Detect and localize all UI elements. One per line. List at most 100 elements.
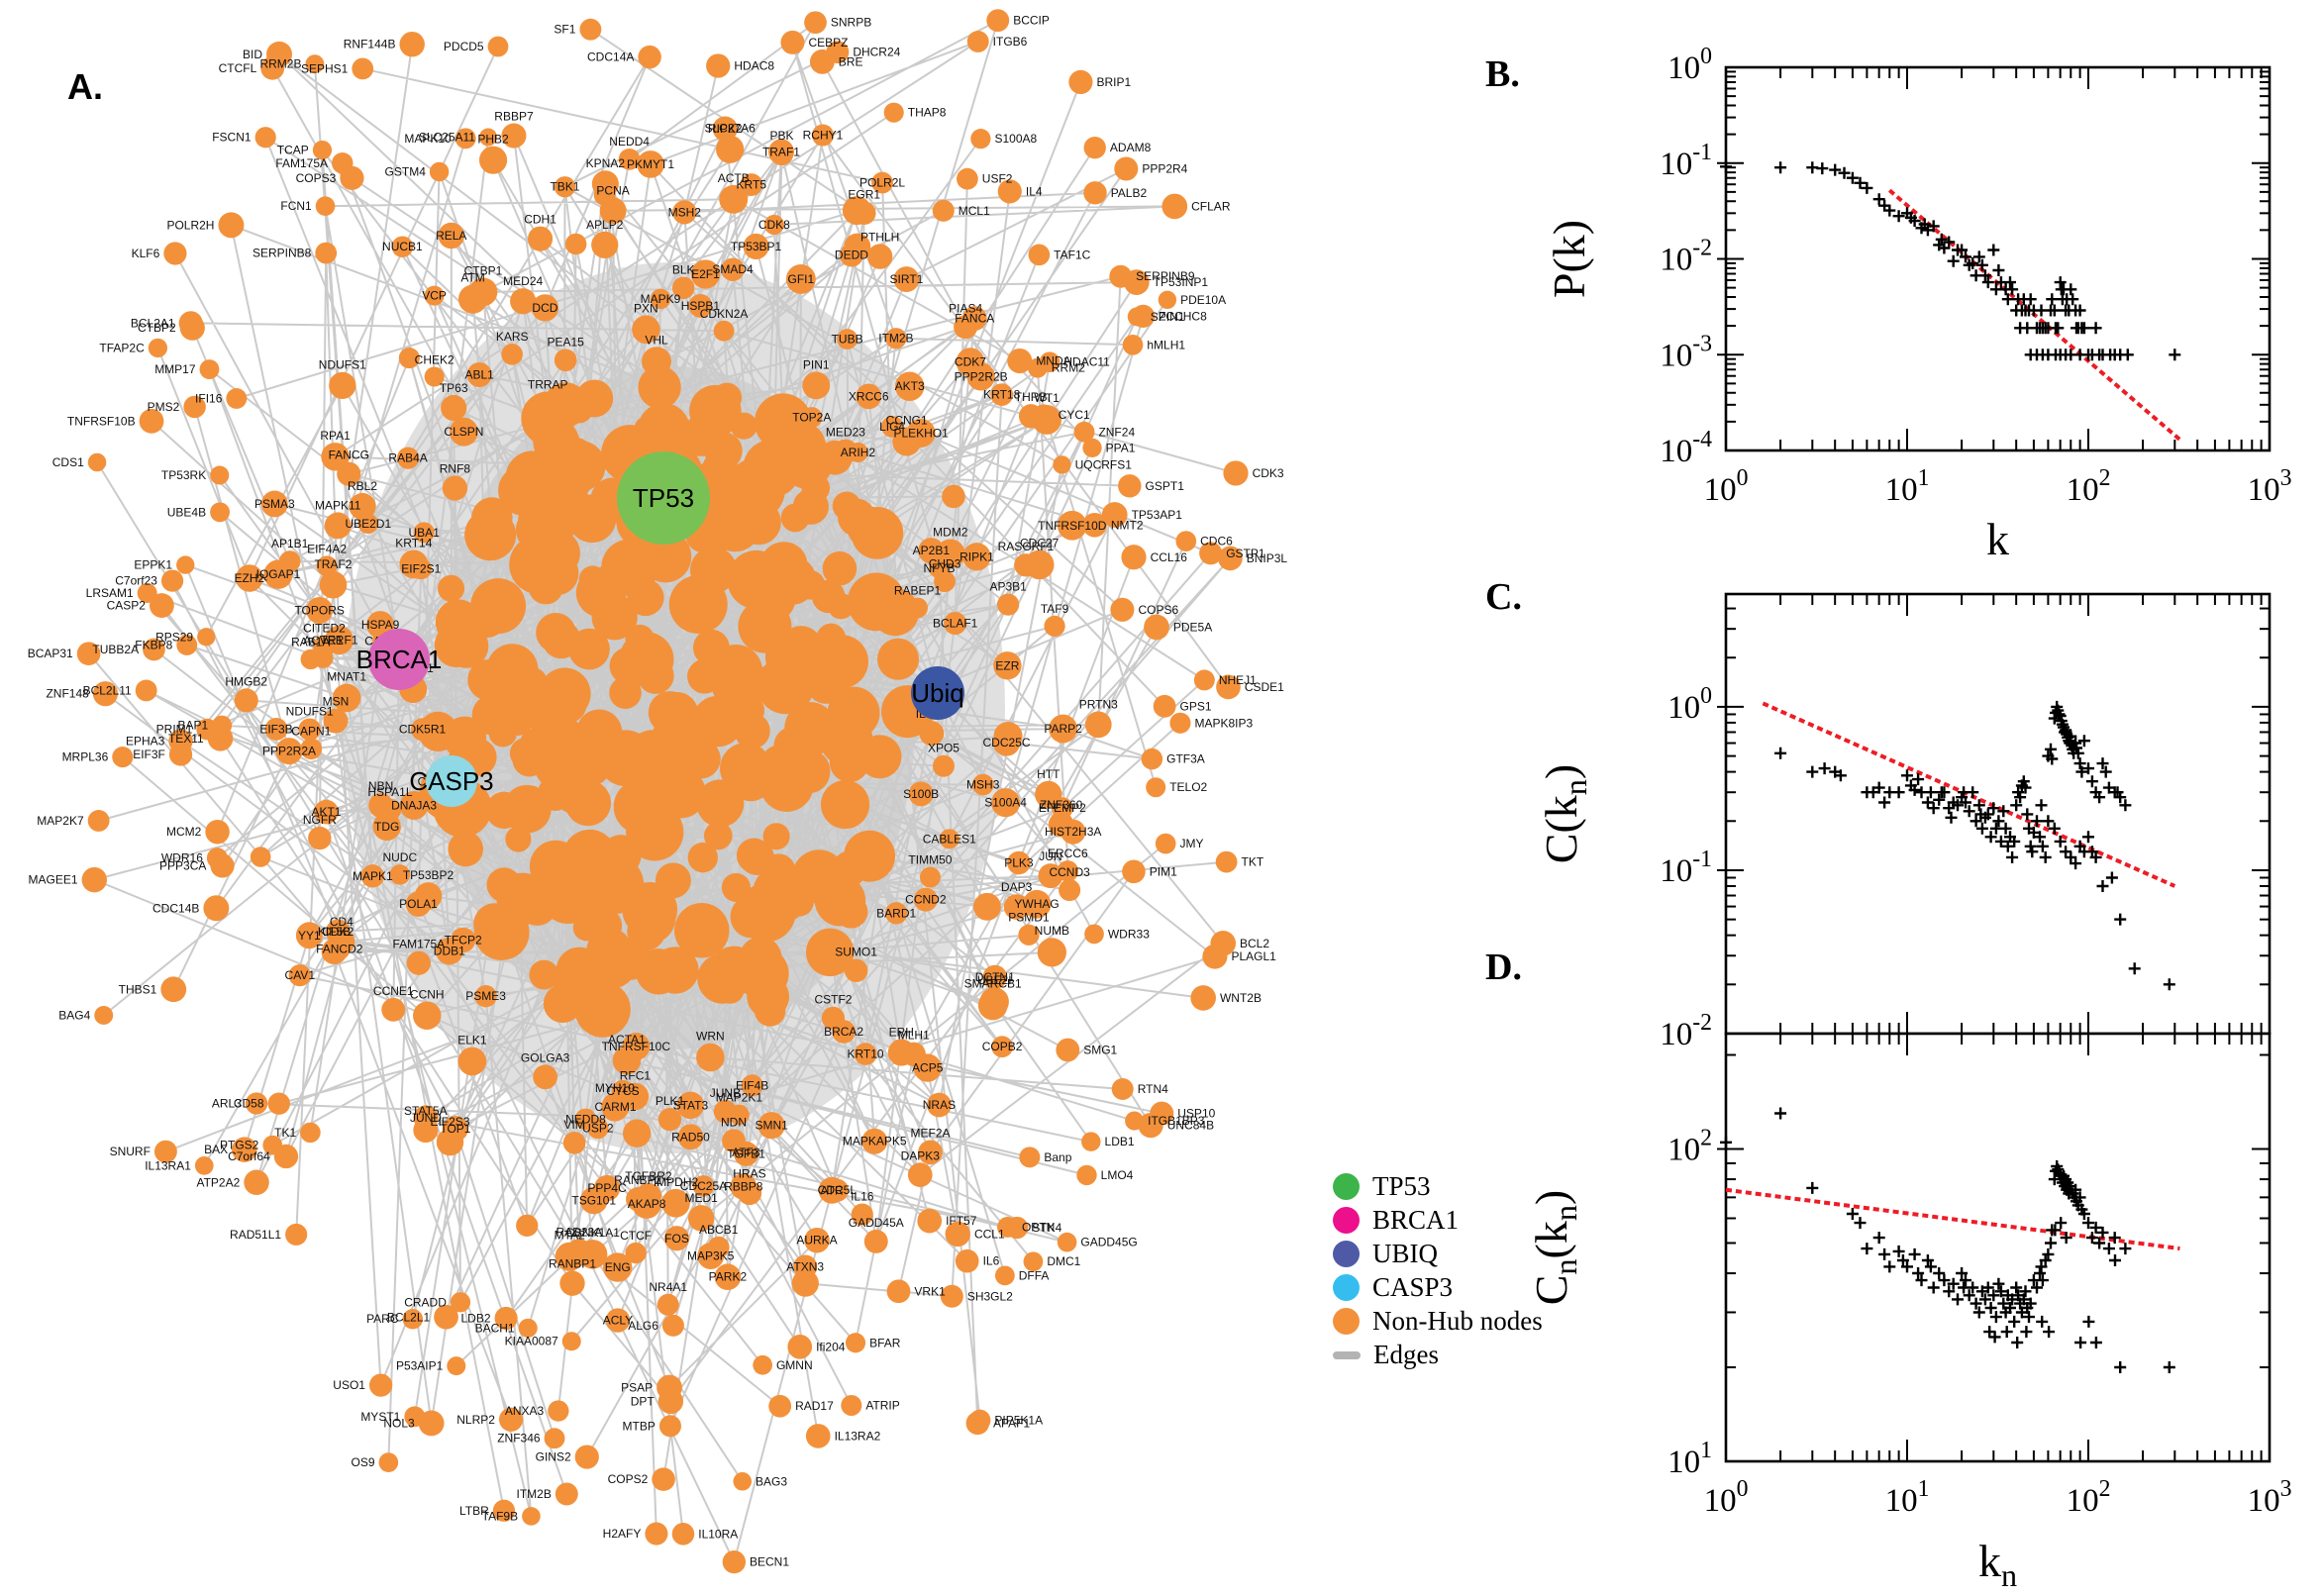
legend-item-casp3: CASP3 [1333,1271,1543,1304]
svg-text:MTA2: MTA2 [555,1229,585,1243]
svg-text:101: 101 [1667,1438,1712,1480]
svg-text:EZH2: EZH2 [235,571,265,585]
svg-text:SIRT1: SIRT1 [890,272,924,286]
svg-text:TELO2: TELO2 [1169,780,1207,794]
svg-text:HMGB2: HMGB2 [225,674,267,688]
svg-text:SNRPB: SNRPB [831,16,871,30]
svg-text:IFT57: IFT57 [946,1214,977,1228]
svg-text:UBE2I: UBE2I [977,973,1012,987]
svg-text:DEDD: DEDD [835,249,868,262]
panel-b-label: B. [1485,53,1520,95]
svg-text:BCAP31: BCAP31 [28,647,73,660]
svg-text:OS9: OS9 [351,1455,374,1469]
svg-text:TAF9: TAF9 [1041,602,1069,616]
svg-text:VRK1: VRK1 [914,1284,946,1298]
svg-text:EIF2S3: EIF2S3 [430,1115,469,1129]
svg-text:CITED2: CITED2 [303,621,346,635]
svg-text:USP10: USP10 [1177,1107,1215,1121]
panel-a-network: TCAP Ifi204 TP53INP1 P53AIP1 H2AFY ZCCHC8 SMG1… [28,9,1287,1574]
svg-text:CSNK1A1: CSNK1A1 [565,1226,620,1240]
svg-text:CLSPN: CLSPN [444,425,483,439]
svg-text:MSH2: MSH2 [668,205,702,219]
svg-text:VHL: VHL [645,333,668,347]
svg-text:FKBP8: FKBP8 [135,638,172,651]
svg-text:ELK1: ELK1 [457,1034,487,1047]
svg-text:TEX11: TEX11 [168,732,204,746]
y-axis-title-B: P(k) [1544,220,1594,298]
svg-text:TRAF1: TRAF1 [762,145,800,158]
svg-text:HSPA1L: HSPA1L [367,785,412,799]
svg-text:DCTN1: DCTN1 [975,970,1015,984]
svg-text:POLR2L: POLR2L [859,176,905,190]
scatter-points-C [1774,700,2175,991]
svg-text:VCP: VCP [422,289,447,303]
svg-text:CDC27: CDC27 [1020,537,1060,550]
svg-text:DAPK3: DAPK3 [901,1148,941,1162]
svg-text:SMAD4: SMAD4 [712,262,754,276]
svg-text:CDC5L: CDC5L [818,1183,858,1197]
svg-text:KIF5B: KIF5B [318,925,351,939]
svg-text:GINS2: GINS2 [536,1450,571,1464]
svg-text:CYC1: CYC1 [1059,408,1090,422]
legend-node-swatch [1333,1241,1360,1267]
svg-text:THRB: THRB [1015,390,1048,404]
svg-text:BRE: BRE [839,54,863,68]
svg-text:hMLH1: hMLH1 [1147,338,1185,351]
svg-text:GSPT1: GSPT1 [1146,479,1185,493]
svg-text:ACLY: ACLY [603,1314,633,1328]
svg-text:ARIH2: ARIH2 [841,446,876,459]
svg-text:IL13RA2: IL13RA2 [835,1429,881,1443]
svg-text:AKT3: AKT3 [895,379,925,393]
svg-text:ZNF24: ZNF24 [1098,425,1135,439]
svg-text:IL10RA: IL10RA [698,1527,738,1541]
svg-text:KLF6: KLF6 [132,247,160,260]
svg-text:RIPK1: RIPK1 [960,549,994,563]
svg-text:PLK1: PLK1 [656,1094,685,1108]
svg-text:CCND3: CCND3 [1049,865,1090,879]
fit-line-C [1762,701,2176,888]
svg-text:RANBP2: RANBP2 [614,1173,661,1187]
svg-text:ABL1: ABL1 [464,367,494,381]
svg-text:STAT3: STAT3 [673,1098,709,1112]
svg-text:DDB1: DDB1 [434,945,465,958]
svg-text:CCL16: CCL16 [1151,550,1188,564]
svg-text:NMT2: NMT2 [1111,518,1144,532]
svg-text:PIP5K1A: PIP5K1A [994,1414,1043,1428]
svg-text:CDK3: CDK3 [1253,466,1284,480]
svg-text:BECN1: BECN1 [750,1555,789,1569]
hub-ubiq-node [911,666,964,720]
svg-text:SMN1: SMN1 [755,1119,788,1133]
svg-text:ZNF346: ZNF346 [497,1432,541,1446]
svg-text:USF2: USF2 [982,172,1013,186]
svg-text:LIG4: LIG4 [879,420,905,434]
svg-text:MRPL36: MRPL36 [62,750,109,764]
svg-text:MNDA: MNDA [1036,354,1070,368]
svg-text:JUND: JUND [410,1111,442,1125]
svg-text:COPS2: COPS2 [608,1472,649,1486]
svg-text:NRAS: NRAS [923,1098,956,1112]
svg-text:LTBR: LTBR [459,1504,489,1518]
svg-text:ZNF360: ZNF360 [1040,798,1083,812]
x-axis-title-D: kn​ [1978,1536,2017,1593]
svg-text:RABEP1: RABEP1 [894,583,942,597]
svg-text:FAM175A: FAM175A [392,938,445,951]
svg-text:AP2B1: AP2B1 [913,544,951,557]
svg-text:CYCS: CYCS [606,1084,639,1098]
svg-text:TP53AP1: TP53AP1 [1132,508,1183,522]
svg-text:TSG101: TSG101 [571,1194,616,1208]
svg-text:IL13RA1: IL13RA1 [145,1158,191,1172]
legend-item-ubiq: UBIQ [1333,1238,1543,1270]
svg-text:MDM2: MDM2 [933,525,968,539]
svg-text:MMP17: MMP17 [154,362,196,376]
svg-text:103: 103 [2248,1476,2292,1519]
legend-item-label: TP53 [1372,1171,1431,1201]
svg-text:DAP3: DAP3 [1001,880,1033,894]
svg-text:CHEK2: CHEK2 [415,352,454,366]
svg-text:E2F1: E2F1 [691,267,720,281]
svg-text:BACH1: BACH1 [475,1321,515,1335]
svg-text:YWHAG: YWHAG [1014,897,1059,911]
svg-text:BARD1: BARD1 [876,906,916,920]
svg-text:TP63: TP63 [440,381,468,395]
scatter-points-D [1720,1107,2175,1373]
